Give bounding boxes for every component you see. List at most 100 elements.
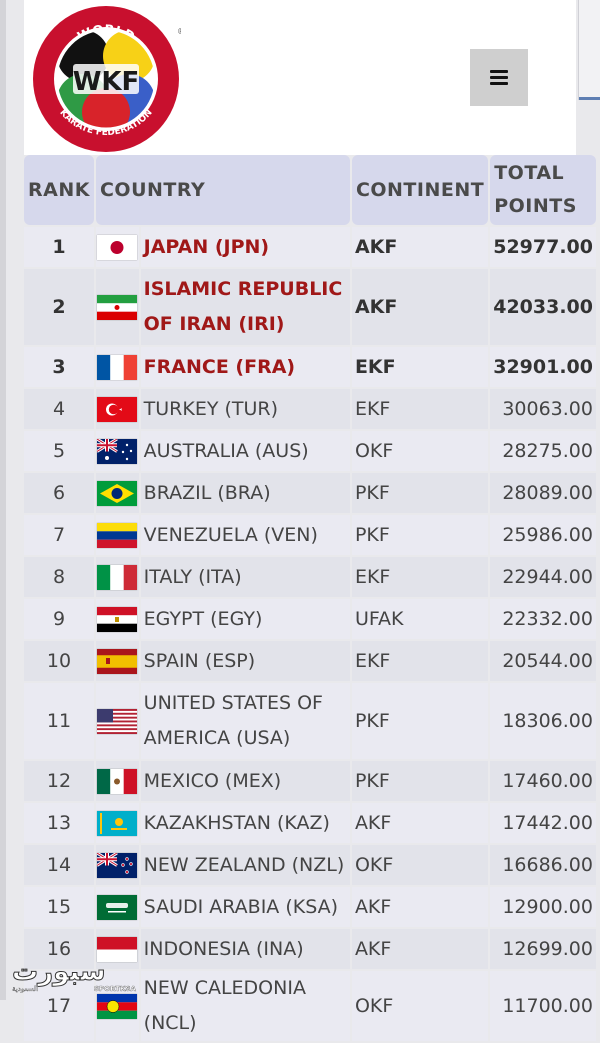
indonesia-flag-icon [97, 936, 138, 962]
points-cell: 28275.00 [490, 431, 596, 471]
wkf-logo[interactable]: WORLD WKF KARATE FEDERATION ® [31, 4, 181, 154]
new-caledonia-flag-icon [97, 993, 138, 1019]
rank-cell: 6 [24, 473, 94, 513]
points-cell: 17460.00 [490, 761, 596, 801]
rank-cell: 8 [24, 557, 94, 597]
points-cell: 30063.00 [490, 389, 596, 429]
svg-text:السعودية: السعودية [12, 985, 38, 993]
table-row[interactable]: 16 INDONESIA (INA) AKF 12699.00 [24, 929, 596, 969]
table-row[interactable]: 8 ITALY (ITA) EKF 22944.00 [24, 557, 596, 597]
continent-cell: AKF [351, 929, 489, 969]
country-link[interactable]: INDONESIA (INA) [140, 929, 350, 969]
country-link[interactable]: EGYPT (EGY) [140, 599, 350, 639]
site-header: WORLD WKF KARATE FEDERATION ® [24, 0, 576, 155]
points-cell: 11700.00 [490, 971, 596, 1041]
column-header-continent[interactable]: CONTINENT [351, 155, 489, 225]
table-row[interactable]: 11 UNITED STATES OF AMERICA (USA) PKF 18306… [24, 683, 596, 759]
country-link[interactable]: KAZAKHSTAN (KAZ) [140, 803, 350, 843]
menu-button[interactable] [470, 49, 528, 106]
australia-flag-icon [97, 438, 138, 464]
country-link[interactable]: SAUDI ARABIA (KSA) [140, 887, 350, 927]
column-header-total-points[interactable]: TOTAL POINTS [490, 155, 596, 225]
flag-cell [95, 803, 139, 843]
turkey-flag-icon [97, 396, 138, 422]
flag-cell [95, 599, 139, 639]
table-row[interactable]: 14 NEW ZEALAND (NZL) OKF 16686.00 [24, 845, 596, 885]
rank-cell: 10 [24, 641, 94, 681]
flag-cell [95, 431, 139, 471]
spain-flag-icon [97, 648, 138, 674]
continent-cell: EKF [351, 347, 489, 387]
rank-cell: 9 [24, 599, 94, 639]
table-row[interactable]: 15 SAUDI ARABIA (KSA) AKF 12900.00 [24, 887, 596, 927]
continent-cell: AKF [351, 887, 489, 927]
points-cell: 12900.00 [490, 887, 596, 927]
table-row[interactable]: 9 EGYPT (EGY) UFAK 22332.00 [24, 599, 596, 639]
svg-text:®: ® [177, 27, 181, 36]
france-flag-icon [97, 354, 138, 380]
country-link[interactable]: JAPAN (JPN) [140, 227, 350, 267]
points-cell: 42033.00 [490, 269, 596, 345]
continent-cell: OKF [351, 971, 489, 1041]
points-cell: 18306.00 [490, 683, 596, 759]
egypt-flag-icon [97, 606, 138, 632]
continent-cell: PKF [351, 761, 489, 801]
flag-cell [95, 641, 139, 681]
country-link[interactable]: MEXICO (MEX) [140, 761, 350, 801]
table-row[interactable]: 4 TURKEY (TUR) EKF 30063.00 [24, 389, 596, 429]
rank-cell: 1 [24, 227, 94, 267]
table-row[interactable]: 2 ISLAMIC REPUBLIC OF IRAN (IRI) AKF 42033.… [24, 269, 596, 345]
table-row[interactable]: 7 VENEZUELA (VEN) PKF 25986.00 [24, 515, 596, 555]
flag-cell [95, 845, 139, 885]
country-link[interactable]: ISLAMIC REPUBLIC OF IRAN (IRI) [140, 269, 350, 345]
points-cell: 22944.00 [490, 557, 596, 597]
table-row[interactable]: 3 FRANCE (FRA) EKF 32901.00 [24, 347, 596, 387]
table-row[interactable]: 1 JAPAN (JPN) AKF 52977.00 [24, 227, 596, 267]
rank-cell: 3 [24, 347, 94, 387]
header-side-strip [578, 0, 600, 100]
rank-cell: 12 [24, 761, 94, 801]
new-zealand-flag-icon [97, 852, 138, 878]
flag-cell [95, 227, 139, 267]
iran-flag-icon [97, 294, 138, 320]
table-row[interactable]: 5 AUSTRALIA (AUS) OKF 28275.00 [24, 431, 596, 471]
country-link[interactable]: UNITED STATES OF AMERICA (USA) [140, 683, 350, 759]
brazil-flag-icon [97, 480, 138, 506]
country-link[interactable]: NEW ZEALAND (NZL) [140, 845, 350, 885]
rank-cell: 13 [24, 803, 94, 843]
rank-cell: 4 [24, 389, 94, 429]
table-row[interactable]: 13 KAZAKHSTAN (KAZ) AKF 17442.00 [24, 803, 596, 843]
country-link[interactable]: TURKEY (TUR) [140, 389, 350, 429]
points-cell: 52977.00 [490, 227, 596, 267]
country-link[interactable]: AUSTRALIA (AUS) [140, 431, 350, 471]
rank-cell: 11 [24, 683, 94, 759]
points-cell: 32901.00 [490, 347, 596, 387]
column-header-country[interactable]: COUNTRY [95, 155, 350, 225]
country-link[interactable]: ITALY (ITA) [140, 557, 350, 597]
country-link[interactable]: BRAZIL (BRA) [140, 473, 350, 513]
continent-cell: EKF [351, 389, 489, 429]
country-link[interactable]: NEW CALEDONIA (NCL) [140, 971, 350, 1041]
continent-cell: OKF [351, 845, 489, 885]
country-link[interactable]: FRANCE (FRA) [140, 347, 350, 387]
hamburger-icon [490, 67, 508, 88]
flag-cell [95, 557, 139, 597]
svg-text:SPORTKSA: SPORTKSA [94, 985, 136, 993]
ranking-table: RANK COUNTRY CONTINENT TOTAL POINTS 1 JAPA… [22, 153, 598, 1043]
table-row[interactable]: 12 MEXICO (MEX) PKF 17460.00 [24, 761, 596, 801]
saudi-arabia-flag-icon [97, 894, 138, 920]
table-row[interactable]: 10 SPAIN (ESP) EKF 20544.00 [24, 641, 596, 681]
points-cell: 25986.00 [490, 515, 596, 555]
continent-cell: OKF [351, 431, 489, 471]
country-link[interactable]: VENEZUELA (VEN) [140, 515, 350, 555]
usa-flag-icon [97, 708, 138, 734]
column-header-rank[interactable]: RANK [24, 155, 94, 225]
table-row[interactable]: 6 BRAZIL (BRA) PKF 28089.00 [24, 473, 596, 513]
kazakhstan-flag-icon [97, 810, 138, 836]
country-link[interactable]: SPAIN (ESP) [140, 641, 350, 681]
continent-cell: AKF [351, 803, 489, 843]
rank-cell: 7 [24, 515, 94, 555]
continent-cell: EKF [351, 641, 489, 681]
venezuela-flag-icon [97, 522, 138, 548]
flag-cell [95, 929, 139, 969]
